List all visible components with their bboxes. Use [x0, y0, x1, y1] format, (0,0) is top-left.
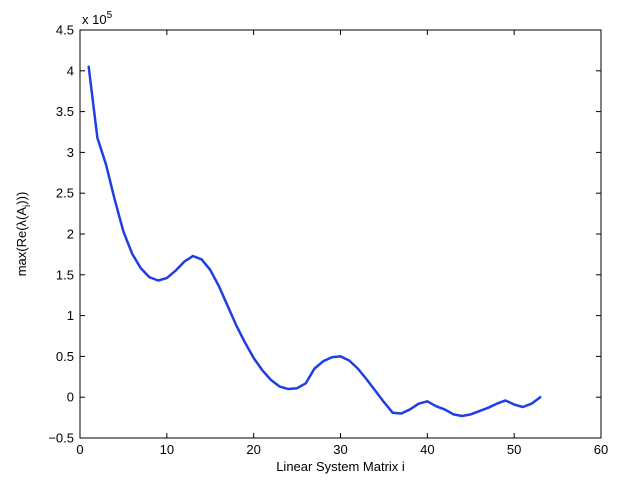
x-tick-label: 30	[333, 442, 347, 457]
x-tick-label: 20	[246, 442, 260, 457]
y-tick-label: −0.5	[48, 431, 74, 446]
x-tick-label: 50	[507, 442, 521, 457]
y-tick-label: 2.5	[56, 186, 74, 201]
y-tick-label: 0	[67, 390, 74, 405]
y-tick-label: 2	[67, 227, 74, 242]
y-multiplier-exponent: 5	[107, 10, 113, 21]
x-tick-label: 60	[594, 442, 608, 457]
plot-area	[79, 29, 602, 439]
y-tick-label: 3	[67, 145, 74, 160]
y-multiplier-label: x 105	[82, 10, 113, 27]
y-tick-label: 4	[67, 63, 74, 78]
y-axis-title-subscript: i	[22, 205, 33, 207]
y-axis-title: max(Re(λ(Ai)))	[14, 192, 33, 277]
y-tick-label: 4.5	[56, 23, 74, 38]
y-tick-label: 1.5	[56, 267, 74, 282]
y-axis-title-tail: )))	[14, 192, 29, 205]
y-tick-label: 0.5	[56, 349, 74, 364]
y-tick-label: 3.5	[56, 104, 74, 119]
axis-ticks	[79, 29, 602, 439]
tick-labels: 0 10 20 30 40 50 60−0.500.511.522.533.544.5	[48, 23, 608, 458]
x-tick-label: 10	[160, 442, 174, 457]
x-tick-label: 0	[76, 442, 83, 457]
series-line	[87, 65, 542, 418]
x-axis-title: Linear System Matrix i	[276, 459, 405, 474]
x-tick-label: 40	[420, 442, 434, 457]
y-tick-label: 1	[67, 308, 74, 323]
